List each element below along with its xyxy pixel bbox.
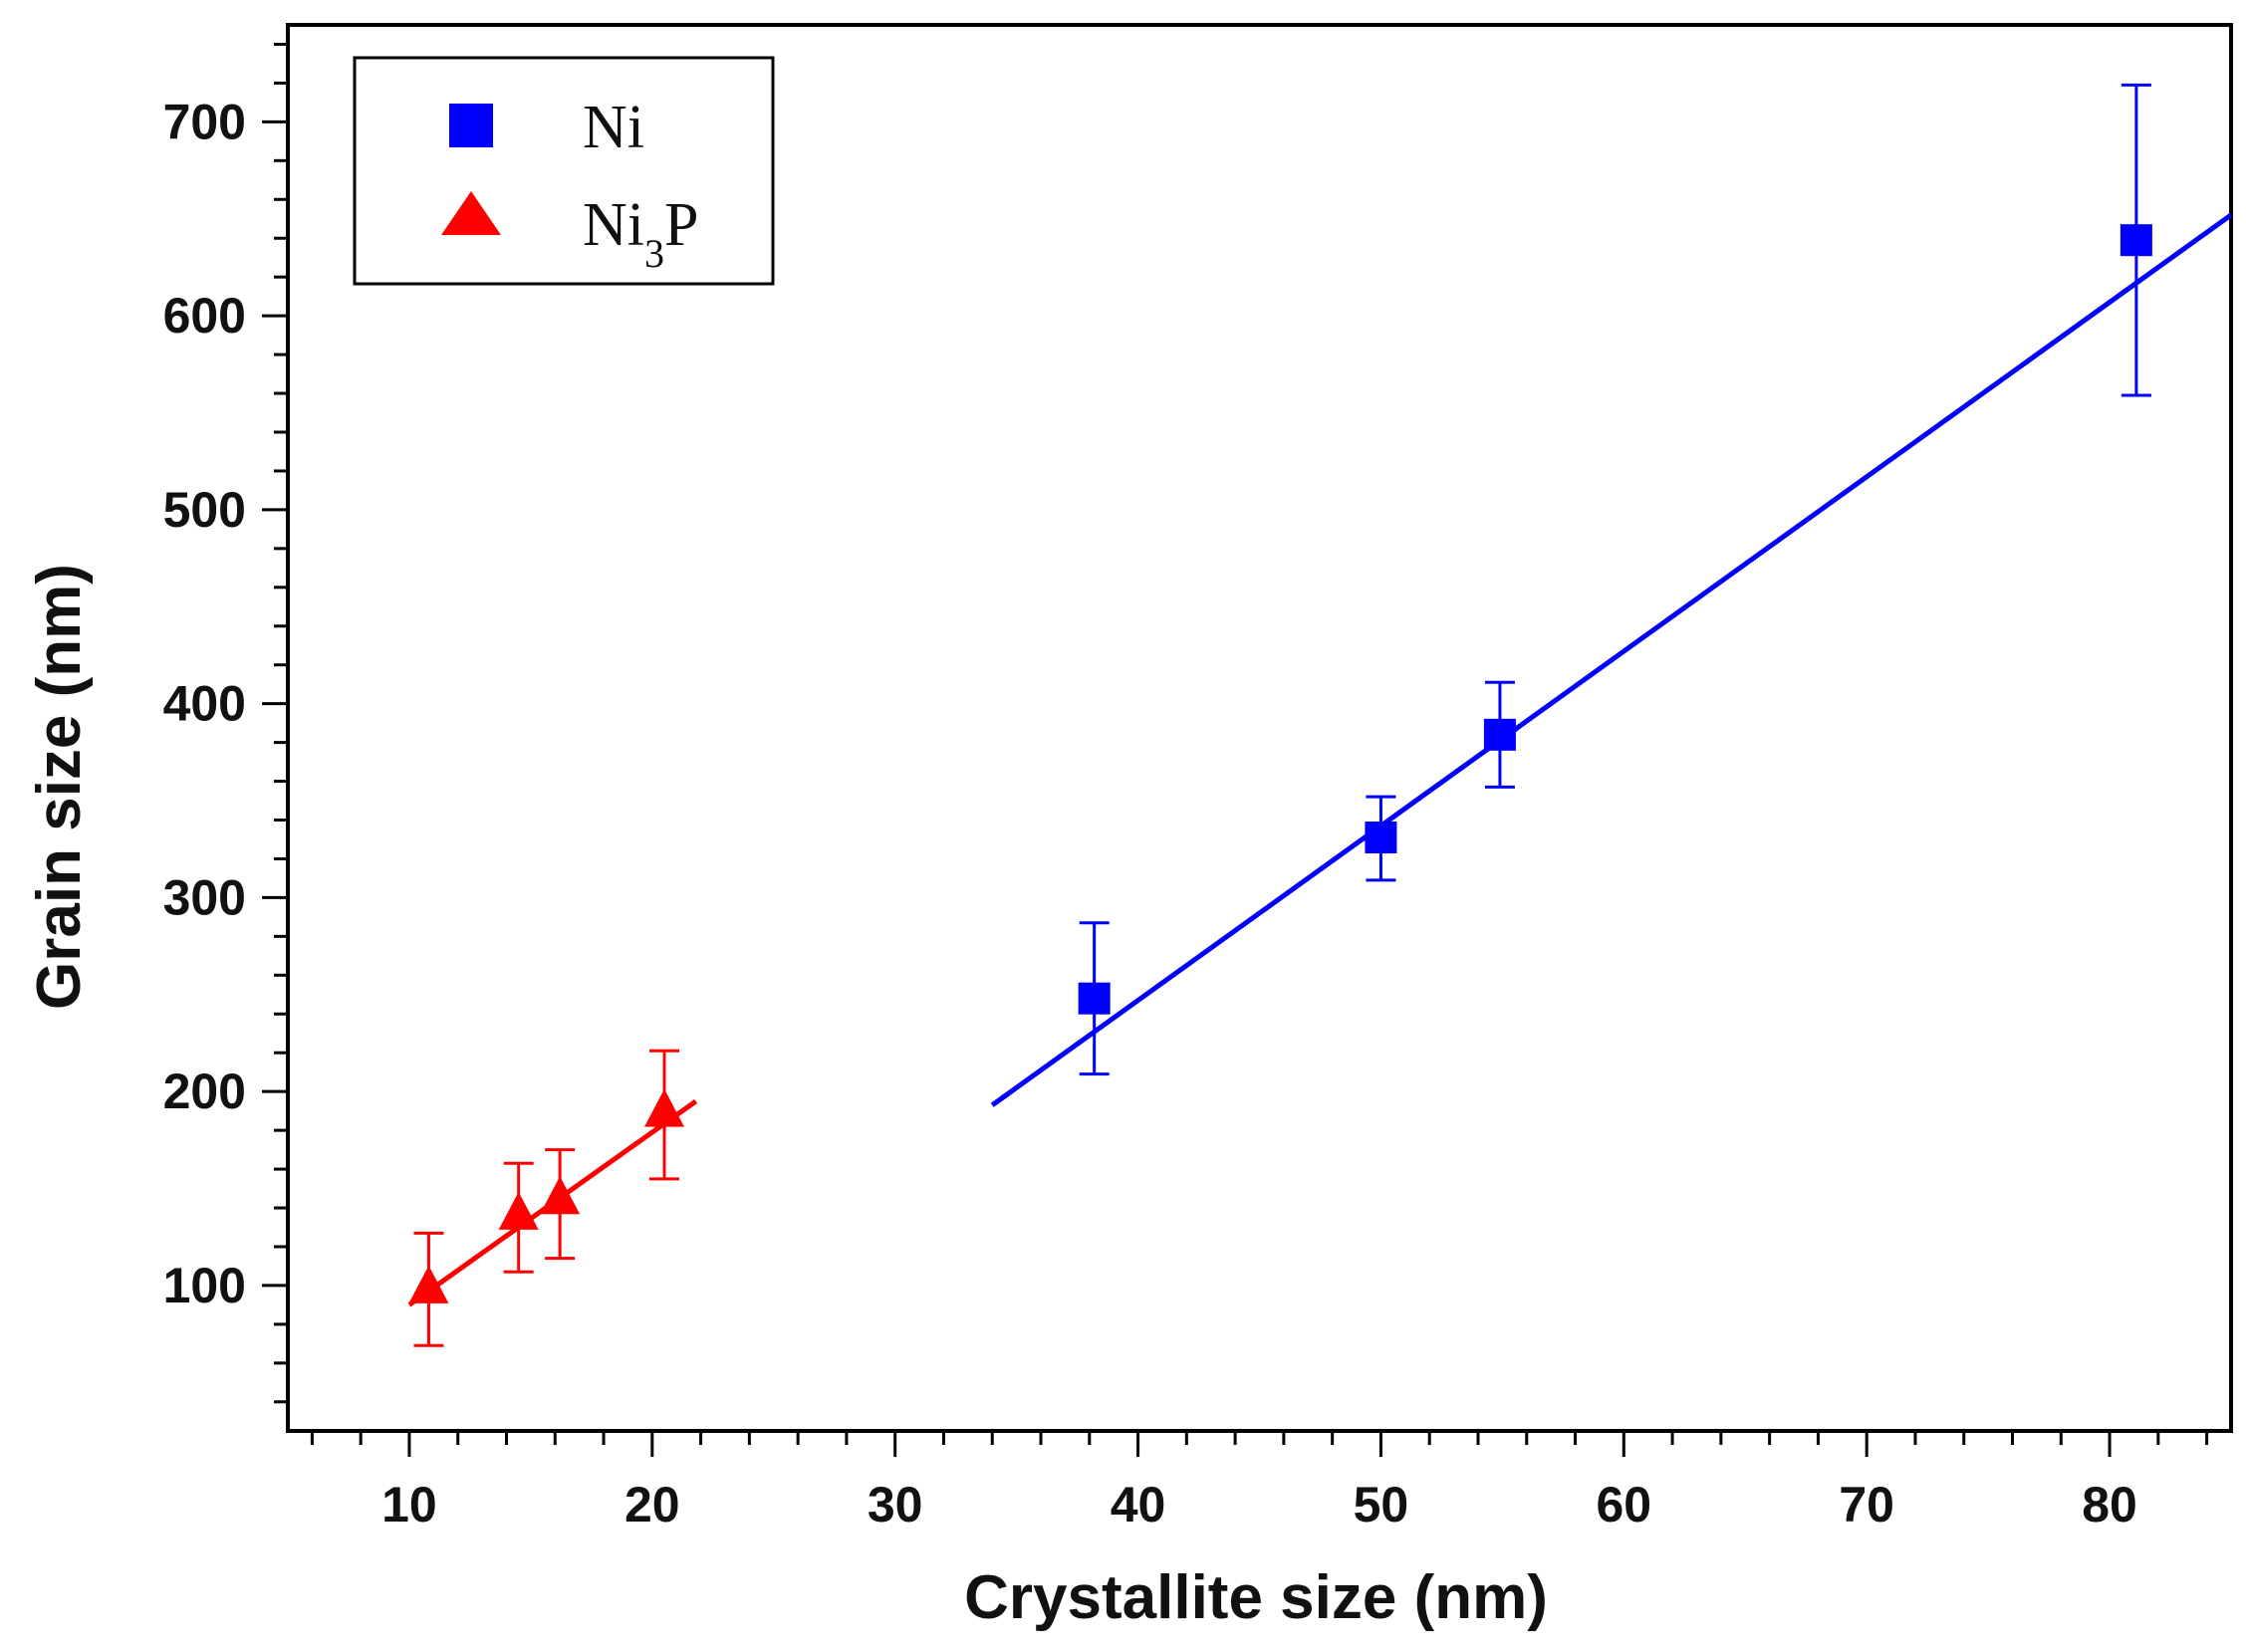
- y-tick-label: 600: [163, 288, 246, 344]
- y-axis-ticks: 100 200 300 400 500 600 700: [163, 42, 288, 1404]
- legend-ni3p-subscript: 3: [644, 231, 664, 276]
- x-tick-label: 10: [381, 1477, 437, 1533]
- ni-fit-line: [990, 212, 2233, 1107]
- y-tick-label: 200: [163, 1063, 246, 1119]
- fit-lines: [407, 212, 2233, 1307]
- x-tick-label: 70: [1839, 1477, 1894, 1533]
- x-tick-label: 30: [868, 1477, 923, 1533]
- ni3p-point: [498, 1191, 539, 1230]
- x-tick-label: 60: [1597, 1477, 1652, 1533]
- y-tick-label: 700: [163, 94, 246, 149]
- legend-ni3p-suffix: P: [664, 191, 698, 259]
- legend-ni-square-marker: [449, 104, 493, 147]
- x-axis-title: Crystallite size (nm): [964, 1563, 1548, 1632]
- legend-ni-label: Ni: [583, 94, 644, 161]
- y-tick-label: 500: [163, 482, 246, 538]
- x-tick-label: 40: [1111, 1477, 1166, 1533]
- legend-box: [353, 56, 775, 286]
- ni-point: [1365, 822, 1397, 854]
- x-tick-label: 50: [1354, 1477, 1409, 1533]
- y-tick-label: 300: [163, 869, 246, 925]
- ni-point: [2120, 224, 2152, 257]
- legend-ni3p-label: Ni3P: [583, 191, 698, 276]
- x-axis-ticks: 10 20 30 40 50 60 70 80: [310, 1431, 2209, 1533]
- error-bars: [413, 83, 2151, 1347]
- ni3p-point: [644, 1088, 685, 1127]
- x-tick-label: 20: [624, 1477, 680, 1533]
- legend-ni3p-triangle-marker: [441, 191, 501, 235]
- y-tick-label: 100: [163, 1258, 246, 1313]
- plot-frame: [286, 23, 2233, 1433]
- ni3p-point: [408, 1265, 449, 1303]
- ni-point: [1483, 718, 1516, 751]
- ni-point: [1078, 982, 1111, 1015]
- y-axis-title: Grain size (nm): [25, 564, 94, 1010]
- legend-ni3p-base: Ni: [583, 191, 644, 259]
- data-markers: [408, 224, 2152, 1303]
- ni3p-point: [540, 1176, 581, 1215]
- x-tick-label: 80: [2082, 1477, 2137, 1533]
- legend: Ni Ni3P: [353, 56, 775, 286]
- y-tick-label: 400: [163, 676, 246, 732]
